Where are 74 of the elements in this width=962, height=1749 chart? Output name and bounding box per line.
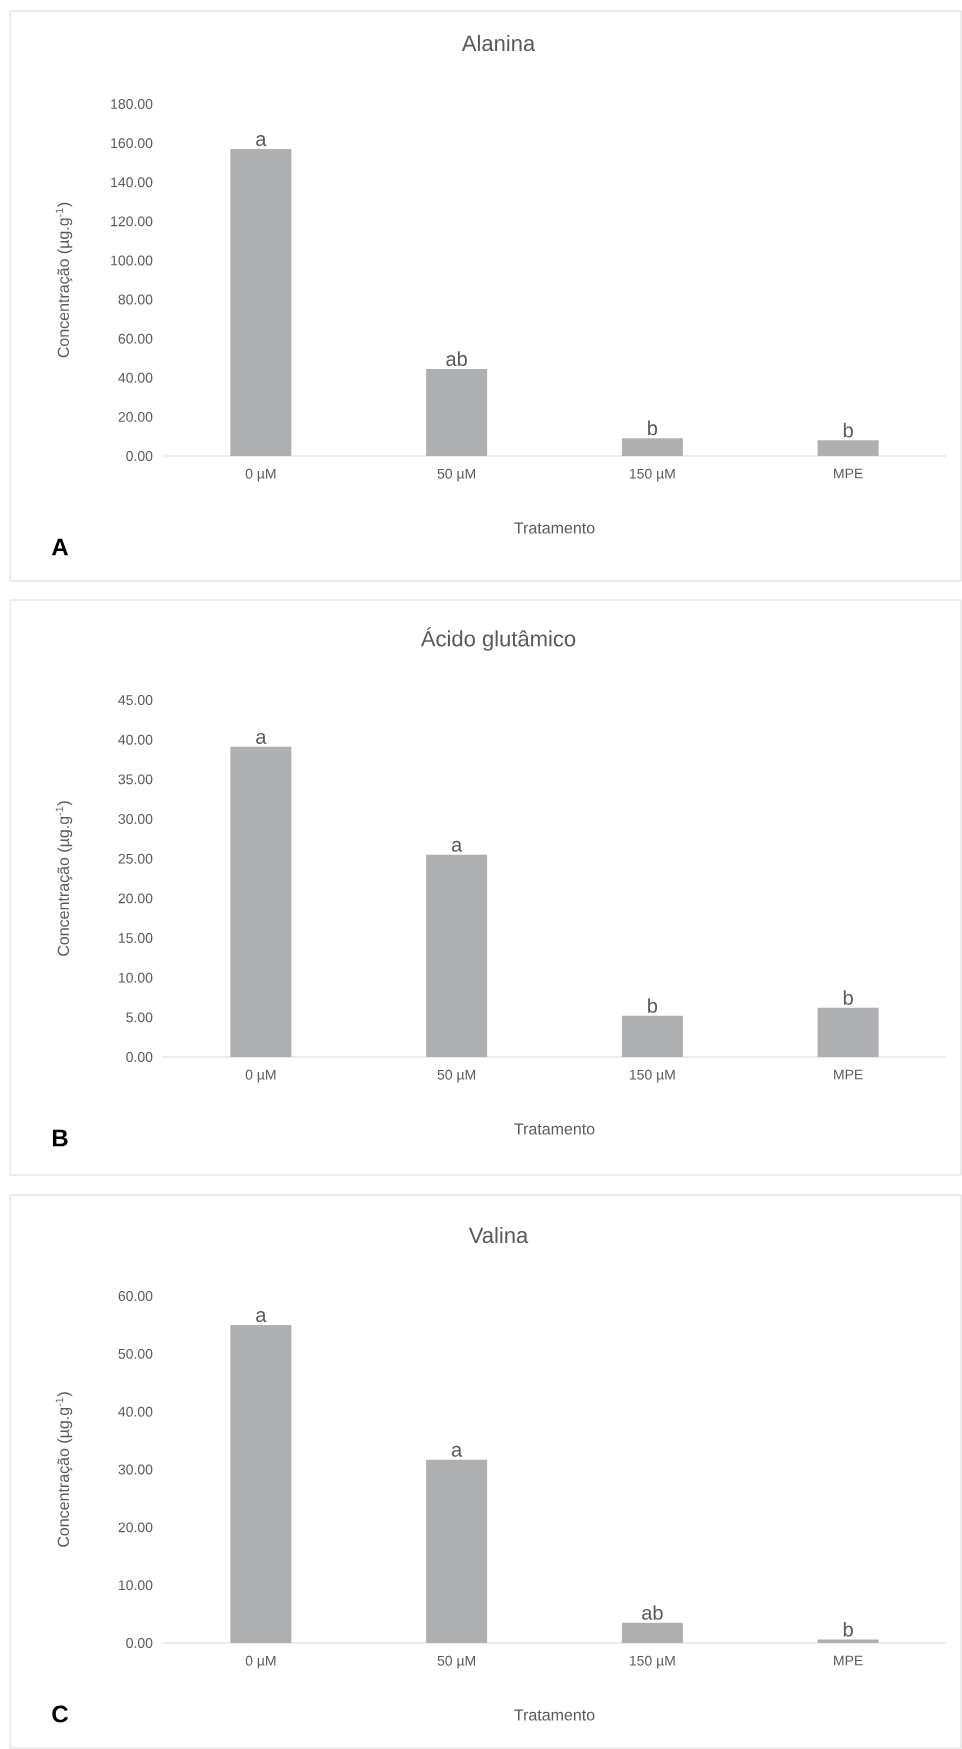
y-tick-label: 120.00 <box>111 216 153 227</box>
y-tick-label: 5.00 <box>126 1012 153 1023</box>
text: B <box>52 1129 68 1147</box>
y-tick-label: 20.00 <box>118 893 153 904</box>
y-tick-label: 80.00 <box>118 294 153 305</box>
y-tick-label: 30.00 <box>118 1464 153 1475</box>
y-tick-label: 25.00 <box>118 853 153 864</box>
y-tick-label: 15.00 <box>118 933 153 943</box>
annotation: a <box>451 840 463 852</box>
annotation: a <box>256 732 267 744</box>
bar <box>621 438 683 457</box>
y-tick-label: 0.00 <box>126 1638 153 1648</box>
y-tick-label: 20.00 <box>118 411 153 422</box>
y-tick-label: 140.00 <box>111 177 153 188</box>
y-axis-title: Concentração (µg.g$^{-1}$) <box>55 1392 73 1547</box>
annotation: b <box>843 1621 853 1637</box>
y-tick-label: 50.00 <box>118 1348 153 1359</box>
bar <box>230 1324 292 1644</box>
x-axis-title: Tratamento <box>514 522 595 534</box>
annotation: ab <box>642 1605 663 1620</box>
bar <box>817 440 879 457</box>
y-tick-label: 30.00 <box>118 814 153 824</box>
annotation: a <box>256 135 267 147</box>
x-tick-label: 0 µM <box>245 1655 276 1669</box>
y-tick-label: 10.00 <box>118 972 153 983</box>
x-tick-label: 150 µM <box>629 1069 675 1083</box>
y-tick-label: 40.00 <box>118 372 153 383</box>
y-tick-label: 10.00 <box>118 1580 153 1591</box>
chart-title: Ácido glutâmico <box>420 627 576 651</box>
x-tick-label: 150 µM <box>629 468 675 482</box>
text: C <box>52 1705 69 1723</box>
y-tick-label: 60.00 <box>118 333 153 344</box>
bar <box>230 148 292 457</box>
y-tick-label: 45.00 <box>118 695 153 705</box>
bar <box>426 854 488 1058</box>
bar <box>426 1459 488 1644</box>
bar <box>817 1007 879 1058</box>
annotation: a <box>256 1311 267 1322</box>
bar <box>621 1015 683 1058</box>
x-tick-label: 0 µM <box>245 1069 276 1083</box>
bar <box>230 746 292 1058</box>
x-tick-label: MPE <box>834 1069 863 1080</box>
y-tick-label: 40.00 <box>118 734 153 745</box>
chart-title: Alanina <box>461 34 536 52</box>
x-tick-label: 50 µM <box>437 1069 476 1083</box>
x-axis-title: Tratamento <box>514 1709 595 1721</box>
x-tick-label: 0 µM <box>245 468 276 482</box>
bar <box>426 368 488 457</box>
x-tick-label: MPE <box>834 1655 863 1666</box>
y-tick-label: 0.00 <box>126 451 153 461</box>
y-tick-label: 60.00 <box>118 1291 153 1301</box>
y-tick-label: 100.00 <box>111 255 153 266</box>
y-tick-label: 0.00 <box>126 1052 153 1062</box>
annotation: b <box>648 998 658 1013</box>
annotation: b <box>648 420 658 436</box>
x-tick-label: MPE <box>834 468 863 479</box>
annotation: b <box>843 422 853 438</box>
annotation: b <box>843 990 853 1005</box>
annotation: a <box>451 1445 463 1457</box>
annotation: ab <box>446 351 467 367</box>
x-tick-label: 50 µM <box>437 1655 476 1669</box>
text: A <box>51 538 69 556</box>
x-tick-label: 150 µM <box>629 1655 675 1669</box>
y-axis-title: Concentração (µg.g$^{-1}$) <box>55 801 73 956</box>
y-tick-label: 20.00 <box>118 1522 153 1533</box>
y-tick-label: 160.00 <box>111 138 153 149</box>
chart-title: Valina <box>468 1226 529 1244</box>
y-tick-label: 40.00 <box>118 1406 153 1417</box>
y-tick-label: 180.00 <box>111 99 153 109</box>
x-tick-label: 50 µM <box>437 468 476 482</box>
y-axis-title: Concentração (µg.g$^{-1}$) <box>55 202 73 358</box>
y-tick-label: 35.00 <box>118 774 153 785</box>
bar <box>621 1622 683 1644</box>
x-axis-title: Tratamento <box>514 1123 595 1135</box>
